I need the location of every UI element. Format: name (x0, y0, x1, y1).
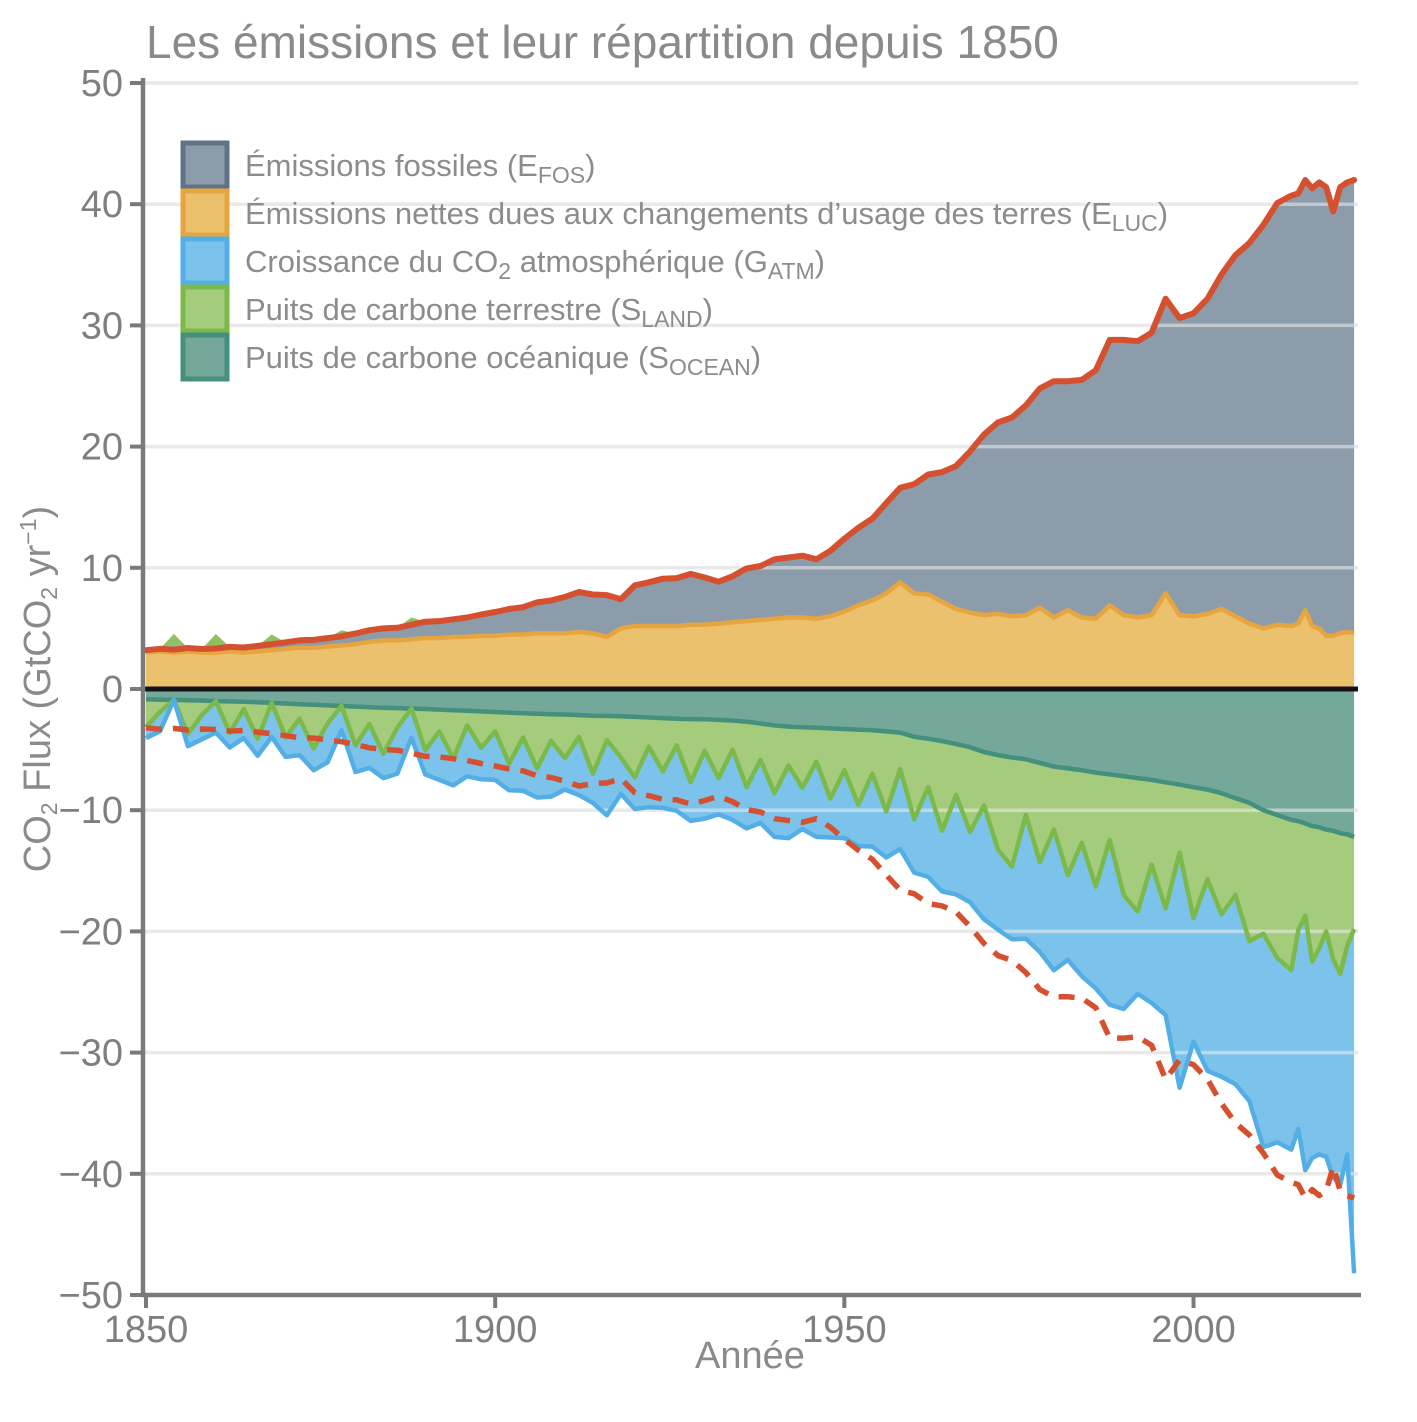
y-tick-label: 0 (102, 669, 123, 711)
legend-label-e_fos: Émissions fossiles (EFOS​) (245, 148, 595, 188)
atmospheric-growth-border-line (145, 697, 1357, 1274)
legend-item: Émissions fossiles (EFOS​) (180, 140, 595, 190)
label-text-segment: Flux (GtCO (17, 600, 59, 803)
legend-item: Croissance du CO2​ atmosphérique (GATM​) (180, 236, 825, 286)
label-text-segment: ) (585, 148, 595, 183)
legend-label-g_atm: Croissance du CO2​ atmosphérique (GATM​) (245, 244, 825, 284)
label-text-segment: CO (17, 815, 59, 872)
label-script-segment: FOS (538, 162, 585, 188)
y-tick-label: −40 (59, 1154, 123, 1196)
label-text-segment: ) (17, 506, 59, 519)
label-script-segment: 2 (498, 258, 511, 284)
x-axis-title: Année (695, 1335, 805, 1377)
label-text-segment: Émissions fossiles (E (245, 148, 538, 183)
label-text-segment: atmosphérique (G (511, 244, 768, 279)
y-axis-title: CO2​ Flux (GtCO2​ yr−1​) (15, 506, 62, 872)
legend-swatch-s_ocean (180, 332, 230, 382)
label-script-segment: 2 (36, 802, 62, 815)
legend-label-s_ocean: Puits de carbone océanique (SOCEAN​) (245, 340, 761, 380)
y-tick-label: 50 (81, 63, 123, 105)
y-tick-label: −50 (59, 1275, 123, 1317)
legend-swatch-g_atm (180, 236, 230, 286)
area-land-use-emissions (146, 582, 1355, 689)
label-text-segment: Puits de carbone terrestre (S (245, 292, 641, 327)
label-text-segment: ) (1158, 196, 1168, 231)
x-tick-label: 1900 (453, 1309, 538, 1351)
label-script-segment: OCEAN (669, 354, 751, 380)
y-tick-label: 30 (81, 305, 123, 347)
chart-title: Les émissions et leur répartition depuis… (146, 16, 1059, 68)
legend-label-s_land: Puits de carbone terrestre (SLAND​) (245, 292, 713, 332)
label-script-segment: 2 (36, 587, 62, 600)
legend-item: Émissions nettes dues aux changements d’… (180, 188, 1168, 238)
x-tick-label: 1850 (104, 1309, 189, 1351)
label-text-segment: ) (815, 244, 825, 279)
legend-item: Puits de carbone terrestre (SLAND​) (180, 284, 713, 334)
label-text-segment: Puits de carbone océanique (S (245, 340, 669, 375)
label-script-segment: −1 (15, 518, 41, 544)
label-script-segment: LUC (1112, 210, 1158, 236)
label-text-segment: ) (703, 292, 713, 327)
legend: Émissions fossiles (EFOS​) Émissions nett… (180, 140, 1168, 382)
legend-swatch-e_fos (180, 140, 230, 190)
x-tick-label: 2000 (1151, 1309, 1236, 1351)
total-emissions-mirror-dashed-line (145, 725, 1356, 1201)
axes (130, 78, 1361, 1308)
y-tick-label: 40 (81, 184, 123, 226)
area-ocean-sink (146, 689, 1355, 837)
label-text-segment: Croissance du CO (245, 244, 498, 279)
legend-swatch-e_luc (180, 188, 230, 238)
label-script-segment: ATM (768, 258, 815, 284)
label-text-segment: yr (17, 544, 59, 587)
area-atmospheric-growth (146, 699, 1355, 1274)
y-tick-label: −30 (59, 1033, 123, 1075)
legend-swatch-s_land (180, 284, 230, 334)
label-text-segment: ) (751, 340, 761, 375)
x-tick-label: 1950 (802, 1309, 887, 1351)
y-tick-label: −20 (59, 911, 123, 953)
legend-label-e_luc: Émissions nettes dues aux changements d’… (245, 196, 1168, 236)
area-fossil-emissions (146, 180, 1355, 653)
y-tick-label: 10 (81, 548, 123, 590)
legend-item: Puits de carbone océanique (SOCEAN​) (180, 332, 761, 382)
label-text-segment: Émissions nettes dues aux changements d’… (245, 196, 1112, 231)
land-sink-border-line (144, 697, 1357, 977)
y-tick-label: −10 (59, 790, 123, 832)
label-script-segment: LAND (641, 306, 702, 332)
y-tick-label: 20 (81, 427, 123, 469)
land-use-emissions-border-line (145, 580, 1355, 655)
series-border-lines (143, 177, 1358, 1274)
ocean-sink-border-line (145, 697, 1355, 840)
total-emissions-line (143, 177, 1358, 654)
